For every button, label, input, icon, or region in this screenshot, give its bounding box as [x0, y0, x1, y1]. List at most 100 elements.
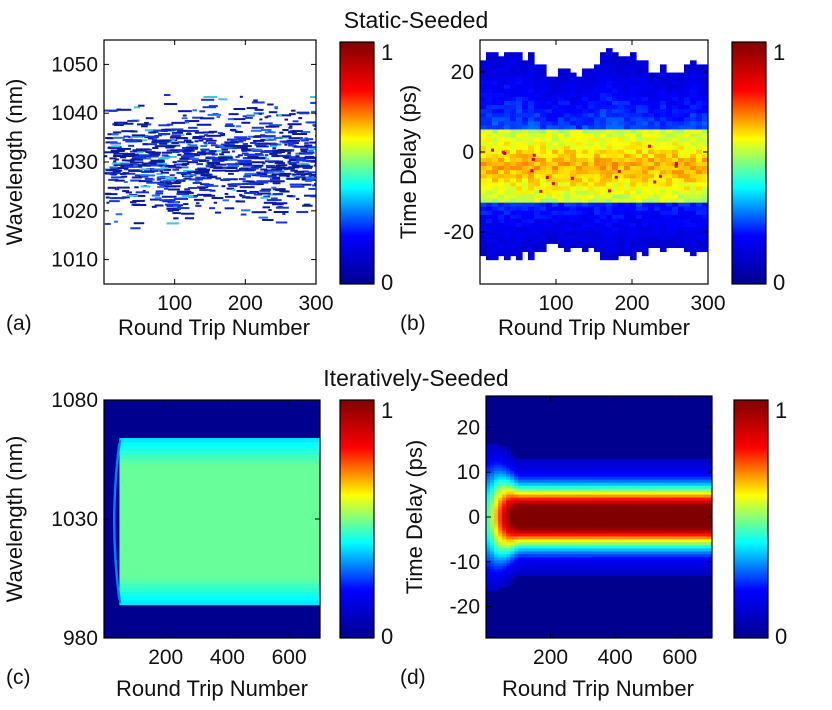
heatmap-cell: [623, 503, 628, 508]
heatmap-cell: [687, 560, 693, 564]
heatmap-cell: [687, 551, 693, 555]
heatmap-speckle: [194, 171, 210, 174]
heatmap-cell: [683, 497, 689, 502]
panel-b-frame: [479, 39, 709, 285]
heatmap-cell: [506, 530, 511, 535]
heatmap-cell: [611, 530, 616, 535]
heatmap-cell: [624, 84, 631, 90]
heatmap-cell: [612, 117, 619, 122]
heatmap-cell: [643, 503, 649, 508]
heatmap-cell: [588, 92, 595, 98]
heatmap-cell: [510, 198, 517, 204]
heatmap-cell: [636, 162, 643, 167]
heatmap-cell: [594, 500, 600, 505]
heatmap-cell: [660, 239, 667, 244]
heatmap-cell: [540, 182, 547, 187]
heatmap-cell: [514, 470, 519, 475]
heatmap-cell: [534, 470, 540, 475]
heatmap-speckle: [122, 122, 134, 125]
heatmap-speckle: [110, 142, 121, 145]
heatmap-cell: [687, 506, 693, 511]
heatmap-cell: [671, 566, 677, 570]
heatmap-cell: [635, 530, 640, 535]
heatmap-cell: [603, 494, 608, 499]
heatmap-cell: [576, 133, 583, 139]
heatmap-speckle: [254, 181, 269, 184]
heatmap-cell: [588, 105, 595, 110]
heatmap-cell: [528, 60, 535, 65]
heatmap-cell: [639, 461, 644, 466]
heatmap-speckle: [268, 124, 282, 127]
heatmap-cell: [695, 542, 701, 546]
heatmap-cell: [516, 166, 523, 171]
heatmap-cell: [702, 125, 708, 131]
heatmap-cell: [660, 117, 667, 122]
heatmap-speckle: [260, 168, 268, 171]
heatmap-cell: [578, 482, 584, 487]
heatmap-cell: [558, 101, 565, 106]
heatmap-cell: [534, 105, 541, 110]
heatmap-speckle: [259, 122, 273, 125]
heatmap-cell: [594, 563, 600, 567]
heatmap-cell: [494, 464, 499, 469]
heatmap-cell: [671, 569, 677, 573]
heatmap-cell: [699, 563, 705, 567]
heatmap-speckle: [125, 154, 135, 157]
heatmap-cell: [492, 60, 499, 65]
heatmap-cell: [522, 109, 529, 114]
heatmap-cell: [490, 503, 495, 508]
heatmap-cell: [578, 494, 584, 499]
heatmap-cell: [699, 485, 705, 490]
heatmap-cell: [660, 162, 667, 167]
heatmap-cell: [522, 542, 527, 546]
heatmap-speckle: [187, 161, 199, 164]
heatmap-cell: [558, 174, 565, 179]
heatmap-cell: [612, 178, 619, 183]
heatmap-cell: [684, 149, 691, 155]
heatmap-cell: [691, 506, 697, 511]
heatmap-cell: [624, 68, 631, 74]
heatmap-cell: [570, 178, 577, 183]
heatmap-cell: [534, 206, 541, 212]
heatmap-cell: [498, 68, 505, 74]
heatmap-speckle: [171, 134, 181, 137]
heatmap-cell: [510, 153, 517, 159]
heatmap-cell: [607, 464, 612, 469]
heatmap-cell: [546, 539, 552, 543]
heatmap-speckle: [155, 192, 163, 195]
heatmap-cell: [506, 503, 511, 508]
heatmap-cell: [576, 190, 583, 196]
heatmap-speckle: [241, 209, 251, 212]
heatmap-speckle: [253, 135, 262, 138]
heatmap-cell: [639, 506, 644, 511]
heatmap-cell: [526, 473, 531, 478]
heatmap-cell: [655, 497, 661, 502]
heatmap-cell: [594, 247, 601, 253]
heatmap-speckle: [268, 111, 278, 114]
heatmap-cell: [552, 174, 559, 179]
heatmap-cell: [671, 473, 677, 478]
heatmap-cell: [540, 162, 547, 167]
heatmap-cell: [684, 84, 691, 90]
heatmap-cell: [530, 518, 536, 523]
heatmap-cell: [675, 515, 681, 520]
heatmap-cell: [600, 96, 607, 102]
heatmap-cell: [570, 223, 577, 228]
heatmap-cell: [623, 461, 628, 466]
heatmap-speckle: [226, 166, 238, 169]
heatmap-cell: [636, 72, 643, 78]
heatmap-speckle: [133, 204, 147, 207]
heatmap-speckle: [219, 145, 225, 148]
heatmap-cell: [683, 512, 689, 517]
heatmap-cell: [564, 105, 571, 110]
heatmap-cell: [684, 68, 691, 74]
heatmap-cell: [526, 500, 531, 505]
heatmap-cell: [534, 557, 540, 561]
heatmap-cell: [660, 105, 667, 110]
heatmap-cell: [683, 548, 689, 552]
heatmap-speckle: [188, 153, 201, 156]
heatmap-speckle: [171, 121, 186, 124]
heatmap-cell: [615, 539, 620, 543]
heatmap-cell: [582, 137, 589, 143]
heatmap-cell: [498, 174, 505, 179]
